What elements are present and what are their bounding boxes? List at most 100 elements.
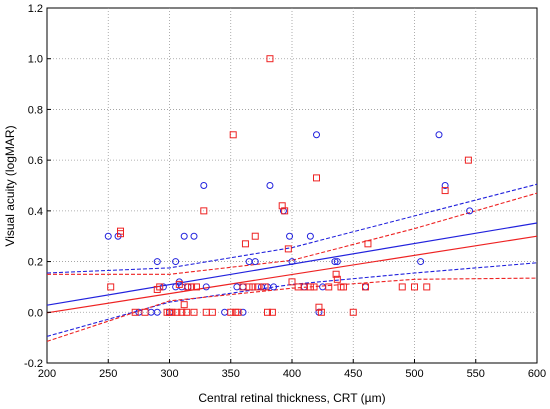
circle-point xyxy=(190,232,198,240)
circle-point xyxy=(202,283,210,291)
square-point xyxy=(249,283,257,291)
x-axis-label: Central retinal thickness, CRT (µm) xyxy=(198,391,385,405)
circle-point xyxy=(153,258,161,266)
square-point xyxy=(310,283,318,291)
y-axis-label: Visual acuity (logMAR) xyxy=(3,125,17,246)
y-tick-label: -0.2 xyxy=(24,358,43,370)
square-point xyxy=(183,308,191,316)
square-point xyxy=(315,303,323,311)
x-tick-label: 200 xyxy=(38,368,56,380)
square-point xyxy=(264,308,271,316)
ci-upper-line xyxy=(46,183,538,274)
circle-point xyxy=(435,131,443,139)
x-tick-label: 450 xyxy=(344,368,362,380)
square-point xyxy=(234,308,242,316)
square-point xyxy=(423,283,431,291)
square-point xyxy=(227,308,235,316)
y-tick-label: 0.2 xyxy=(28,257,43,269)
square-point xyxy=(349,308,357,316)
y-tick-label: 0.6 xyxy=(28,155,43,167)
circle-point xyxy=(417,258,425,266)
square-point xyxy=(192,283,200,291)
circle-point xyxy=(153,308,161,316)
square-point xyxy=(188,283,196,291)
square-point xyxy=(261,283,269,291)
square-point xyxy=(131,308,139,316)
square-point xyxy=(325,283,333,291)
square-point xyxy=(254,283,262,291)
square-point xyxy=(306,283,314,291)
y-tick-label: 1.2 xyxy=(28,3,43,15)
y-tick-labels: -0.2 0.0 0.2 0.4 0.6 0.8 1.0 1.2 xyxy=(24,3,51,370)
square-point xyxy=(441,187,449,195)
square-point xyxy=(281,207,289,215)
y-tick-label: 0.4 xyxy=(28,206,43,218)
square-point xyxy=(156,283,164,291)
square-point xyxy=(229,131,237,139)
circle-point xyxy=(172,258,180,266)
square-point xyxy=(117,230,124,238)
circle-point xyxy=(313,131,320,139)
square-point xyxy=(288,278,296,286)
x-tick-label: 600 xyxy=(528,368,546,380)
square-point xyxy=(241,240,249,248)
grid xyxy=(47,8,537,363)
square-point xyxy=(168,308,176,316)
circle-point xyxy=(270,283,278,291)
square-point xyxy=(200,207,208,215)
circle-point xyxy=(251,258,259,266)
square-point xyxy=(141,308,149,316)
data-points xyxy=(104,55,474,316)
square-point xyxy=(266,55,274,63)
square-point xyxy=(268,308,276,316)
circle-point xyxy=(288,258,296,266)
square-point xyxy=(208,308,216,316)
square-point xyxy=(173,308,181,316)
ci-lower-line xyxy=(46,277,538,342)
square-point xyxy=(339,283,347,291)
circle-point xyxy=(266,182,274,189)
ci-upper-line xyxy=(47,192,538,275)
confidence-bands xyxy=(46,183,538,342)
circle-point xyxy=(239,308,247,316)
circle-point xyxy=(331,258,339,266)
circle-point xyxy=(306,232,314,240)
circle-point xyxy=(104,232,112,240)
square-point xyxy=(333,275,341,283)
x-tick-labels: 200 250 300 350 400 450 500 550 600 xyxy=(38,359,546,380)
square-point xyxy=(278,202,286,210)
regression-line xyxy=(46,235,538,314)
square-point xyxy=(398,283,406,291)
x-tick-label: 500 xyxy=(405,368,423,380)
ci-lower-line xyxy=(46,262,538,337)
circle-point xyxy=(441,182,449,189)
square-point xyxy=(107,283,115,291)
x-tick-label: 400 xyxy=(283,368,301,380)
square-point xyxy=(332,270,340,278)
square-point xyxy=(464,156,472,164)
x-tick-label: 550 xyxy=(467,368,485,380)
x-tick-label: 250 xyxy=(99,368,117,380)
square-point xyxy=(317,308,325,316)
square-point xyxy=(190,308,198,316)
square-point xyxy=(364,240,372,248)
square-point xyxy=(184,283,192,291)
circle-point xyxy=(286,232,294,240)
x-tick-label: 350 xyxy=(222,368,240,380)
circle-point xyxy=(466,207,474,215)
square-point xyxy=(251,232,259,240)
square-point xyxy=(284,245,292,253)
square-point xyxy=(362,283,369,291)
square-point xyxy=(245,283,253,291)
circle-point xyxy=(333,258,341,266)
x-tick-label: 300 xyxy=(160,368,178,380)
circle-point xyxy=(200,182,208,189)
square-point xyxy=(313,174,320,182)
square-point xyxy=(180,301,188,309)
circle-point xyxy=(180,232,188,240)
y-tick-label: 0.0 xyxy=(28,307,43,319)
square-point xyxy=(175,280,183,288)
y-tick-label: 0.8 xyxy=(28,104,43,116)
y-tick-label: 1.0 xyxy=(28,54,43,66)
